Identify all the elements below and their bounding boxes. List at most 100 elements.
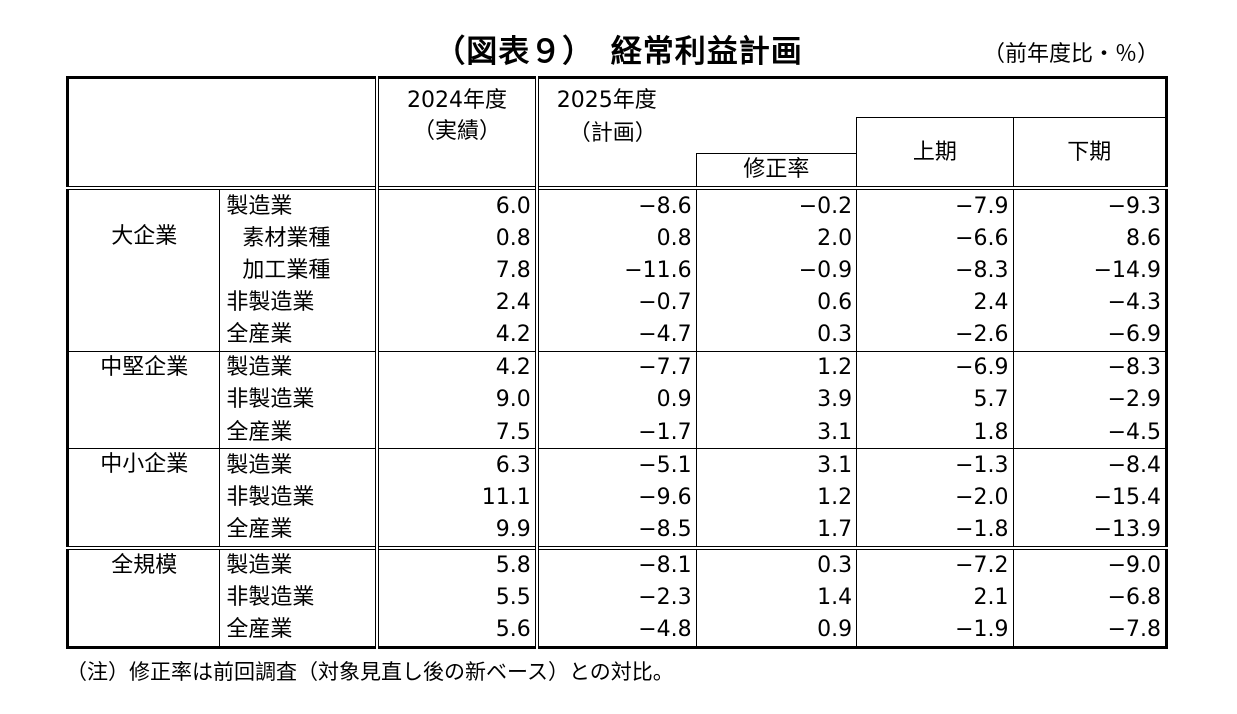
table-title: （図表９） 経常利益計画: [434, 34, 803, 70]
cell-first-half: −6.6: [856, 222, 1014, 255]
table-row: 大企業 製造業 6.0 −8.6 −0.2 −7.9 −9.3: [67, 186, 1167, 352]
cell-revision: 3.9: [695, 383, 857, 417]
cell-revision: −0.2: [695, 186, 857, 223]
row-label: 製造業: [219, 186, 378, 223]
cell-fy2025: 0.8: [534, 222, 697, 255]
cell-fy2025: −0.7: [534, 286, 697, 319]
cell-revision: 1.2: [695, 481, 857, 514]
cell-fy2024: 9.0: [375, 383, 537, 417]
header-corner: [68, 78, 378, 189]
cell-fy2024: 6.0: [375, 186, 537, 223]
row-label: 全産業: [219, 513, 378, 548]
row-label: 非製造業: [219, 286, 378, 319]
table-row: 全産業 7.5 −1.7 3.1 1.8 −4.5: [68, 416, 1167, 449]
cell-second-half: −9.3: [1012, 186, 1167, 223]
cell-revision: 1.7: [695, 513, 857, 548]
cell-revision: 3.1: [695, 416, 857, 449]
cell-first-half: −6.9: [856, 350, 1014, 384]
cell-first-half: −2.0: [856, 481, 1014, 514]
cell-fy2024: 4.2: [375, 318, 537, 352]
cell-fy2025: −8.1: [534, 545, 697, 582]
row-label: 非製造業: [219, 383, 378, 417]
cell-fy2025: −5.1: [534, 448, 697, 482]
cell-second-half: −9.0: [1012, 545, 1167, 582]
cell-revision: 1.2: [695, 350, 857, 384]
cell-revision: −0.9: [695, 254, 857, 287]
header-row-2: （計画） 上期 下期: [68, 117, 1167, 189]
cell-fy2025: −7.7: [534, 350, 697, 384]
cell-revision: 0.3: [695, 318, 857, 352]
cell-fy2024: 7.5: [375, 416, 537, 449]
cell-first-half: −1.9: [856, 613, 1014, 648]
table-row: 素材業種 0.8 0.8 2.0 −6.6 8.6: [68, 222, 1167, 255]
cell-first-half: 5.7: [856, 383, 1014, 417]
header-fy2024: 2024年度 （実績）: [375, 77, 537, 189]
group-label: 大企業: [67, 186, 220, 352]
unit-label: （前年度比・％）: [982, 42, 1159, 67]
table-row: 非製造業 11.1 −9.6 1.2 −2.0 −15.4: [68, 481, 1167, 514]
cell-fy2024: 0.8: [375, 222, 537, 255]
cell-fy2024: 2.4: [375, 286, 537, 319]
table-row: 非製造業 2.4 −0.7 0.6 2.4 −4.3: [68, 286, 1167, 319]
cell-fy2025: −11.6: [534, 254, 697, 287]
row-label: 加工業種: [219, 254, 378, 287]
cell-revision: 2.0: [695, 222, 857, 255]
row-label: 非製造業: [219, 581, 378, 614]
cell-second-half: −6.9: [1012, 318, 1167, 352]
cell-first-half: −2.6: [856, 318, 1014, 352]
cell-fy2024: 5.5: [375, 581, 537, 614]
row-label: 全産業: [219, 613, 378, 648]
cell-fy2025: −4.8: [534, 613, 697, 648]
cell-second-half: −4.5: [1012, 416, 1167, 449]
cell-second-half: −6.8: [1012, 581, 1167, 614]
cell-fy2024: 4.2: [375, 350, 537, 384]
table-row: 全規模 製造業 5.8 −8.1 0.3 −7.2 −9.0: [67, 545, 1167, 648]
cell-fy2025: −2.3: [534, 581, 697, 614]
cell-revision: 0.3: [695, 545, 857, 582]
group-label: 全規模: [67, 545, 220, 648]
cell-fy2024: 6.3: [375, 448, 537, 482]
table-row: 全産業 4.2 −4.7 0.3 −2.6 −6.9: [68, 318, 1167, 352]
cell-fy2025: 0.9: [534, 383, 697, 417]
cell-fy2025: −8.5: [534, 513, 697, 548]
header-fy2024-line2: （実績）: [413, 119, 502, 144]
profit-plan-table: 2024年度 （実績） 2025年度 （計画） 上期 下期 修正率 大企業 製造…: [66, 76, 1168, 649]
cell-second-half: 8.6: [1012, 222, 1167, 255]
cell-fy2024: 5.6: [375, 613, 537, 648]
cell-first-half: −1.3: [856, 448, 1014, 482]
row-label: 製造業: [219, 545, 378, 582]
cell-revision: 3.1: [695, 448, 857, 482]
table-row: 非製造業 5.5 −2.3 1.4 2.1 −6.8: [68, 581, 1167, 614]
row-label: 全産業: [219, 416, 378, 449]
cell-first-half: −7.9: [856, 186, 1014, 223]
cell-fy2025: −9.6: [534, 481, 697, 514]
row-label: 素材業種: [219, 222, 378, 255]
footnote: （注）修正率は前回調査（対象見直し後の新ベース）との対比。: [66, 660, 674, 684]
group-label: 中小企業: [67, 448, 220, 548]
cell-fy2025: −8.6: [534, 186, 697, 223]
cell-second-half: −8.3: [1012, 350, 1167, 384]
cell-first-half: −1.8: [856, 513, 1014, 548]
cell-second-half: −2.9: [1012, 383, 1167, 417]
row-label: 全産業: [219, 318, 378, 352]
cell-first-half: 1.8: [856, 416, 1014, 449]
table-row: 中堅企業 製造業 4.2 −7.7 1.2 −6.9 −8.3: [67, 350, 1167, 449]
cell-second-half: −13.9: [1012, 513, 1167, 548]
cell-first-half: 2.1: [856, 581, 1014, 614]
cell-revision: 1.4: [695, 581, 857, 614]
header-first-half: 上期: [856, 117, 1014, 189]
cell-second-half: −14.9: [1012, 254, 1167, 287]
cell-revision: 0.6: [695, 286, 857, 319]
header-row-3: 修正率: [68, 152, 1167, 189]
table-row: 加工業種 7.8 −11.6 −0.9 −8.3 −14.9: [68, 254, 1167, 287]
row-label: 製造業: [219, 350, 378, 384]
cell-second-half: −15.4: [1012, 481, 1167, 514]
table-row: 非製造業 9.0 0.9 3.9 5.7 −2.9: [68, 383, 1167, 417]
cell-second-half: −8.4: [1012, 448, 1167, 482]
cell-fy2025: −4.7: [534, 318, 697, 352]
header-fy2025-blank: [534, 153, 697, 189]
cell-first-half: −7.2: [856, 545, 1014, 582]
cell-fy2024: 11.1: [375, 481, 537, 514]
row-label: 非製造業: [219, 481, 378, 514]
cell-fy2025: −1.7: [534, 416, 697, 449]
